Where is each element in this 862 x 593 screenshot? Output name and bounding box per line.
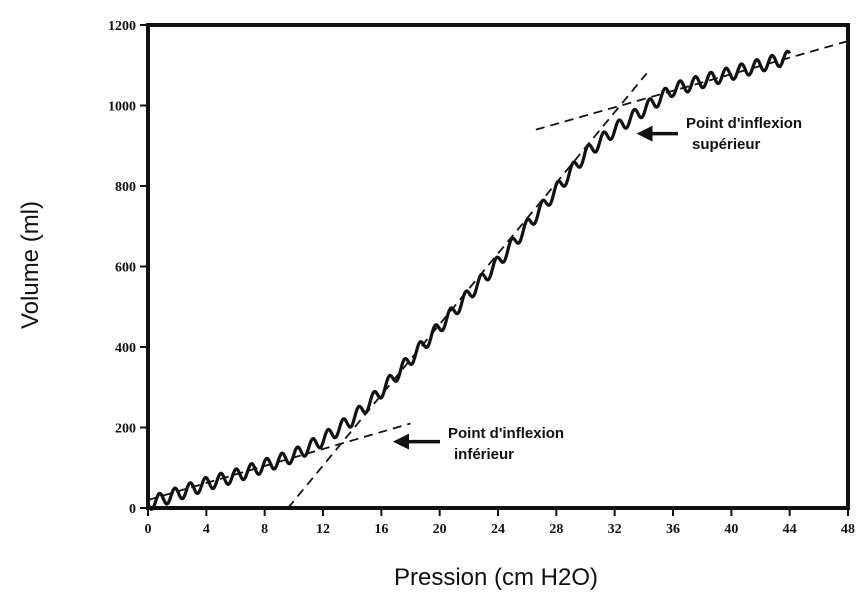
- annotation-1-arrow-head: [393, 433, 409, 450]
- y-tick-label-1200: 1200: [108, 19, 136, 34]
- x-tick-label-12: 12: [316, 522, 330, 537]
- y-tick-label-600: 600: [115, 261, 136, 276]
- x-tick-label-0: 0: [145, 522, 152, 537]
- x-tick-label-36: 36: [666, 522, 680, 537]
- curve-group: [146, 49, 792, 511]
- y-tick-label-1000: 1000: [108, 100, 136, 115]
- annotation-1-line2: inférieur: [454, 446, 514, 463]
- tangent-line-3: [535, 40, 849, 131]
- y-tick-label-200: 200: [115, 422, 136, 437]
- x-tick-label-40: 40: [724, 522, 738, 537]
- y-axis-label: Volume (ml): [17, 201, 44, 329]
- x-tick-label-16: 16: [374, 522, 388, 537]
- y-tick-label-800: 800: [115, 180, 136, 195]
- annotations: Point d'inflexion inférieur Point d'inflex…: [393, 115, 802, 463]
- annotation-2-line1: Point d'inflexion: [686, 115, 802, 132]
- x-tick-label-8: 8: [261, 522, 268, 537]
- x-tick-label-44: 44: [783, 522, 797, 537]
- x-tick-label-48: 48: [841, 522, 855, 537]
- x-axis-label: Pression (cm H2O): [394, 564, 598, 591]
- x-tick-label-24: 24: [491, 522, 505, 537]
- x-tick-label-28: 28: [549, 522, 563, 537]
- y-tick-label-0: 0: [129, 502, 136, 517]
- y-tick-label-400: 400: [115, 341, 136, 356]
- x-tick-label-32: 32: [608, 522, 622, 537]
- annotation-2-line2: supérieur: [692, 136, 761, 153]
- x-tick-label-4: 4: [203, 522, 210, 537]
- x-tick-label-20: 20: [433, 522, 447, 537]
- annotation-2-arrow-head: [636, 125, 653, 142]
- volume-curve: [146, 49, 792, 511]
- annotation-1-line1: Point d'inflexion: [448, 425, 564, 442]
